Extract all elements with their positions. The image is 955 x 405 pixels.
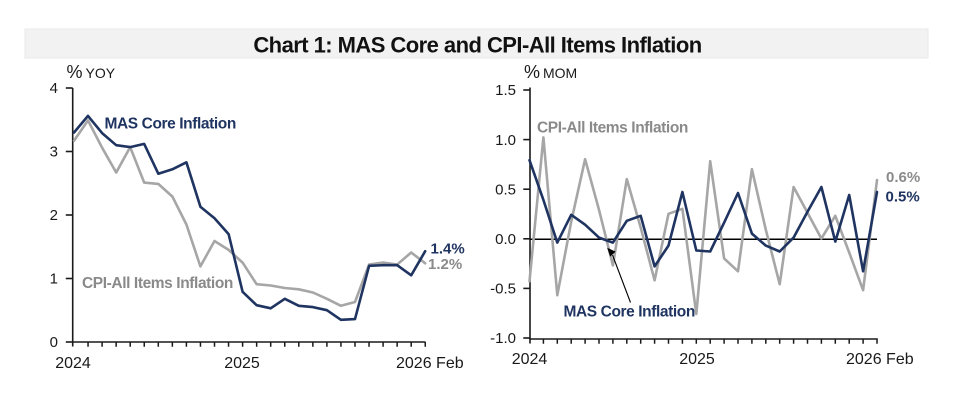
svg-text:2026 Feb: 2026 Feb [396, 355, 464, 372]
svg-text:0.6%: 0.6% [886, 169, 920, 186]
svg-text:MAS Core Inflation: MAS Core Inflation [105, 116, 236, 133]
svg-text:2024: 2024 [512, 351, 548, 368]
svg-text:1.2%: 1.2% [428, 256, 462, 273]
svg-text:2026 Feb: 2026 Feb [846, 351, 914, 368]
svg-text:2: 2 [50, 207, 58, 224]
svg-text:CPI-All Items Inflation: CPI-All Items Inflation [82, 275, 233, 292]
svg-text:YOY: YOY [86, 65, 116, 81]
svg-text:1.4%: 1.4% [431, 241, 465, 258]
svg-text:4: 4 [50, 80, 58, 97]
svg-text:2025: 2025 [224, 355, 260, 372]
svg-text:0.5%: 0.5% [886, 189, 920, 206]
svg-text:0.5: 0.5 [495, 181, 516, 198]
svg-text:2025: 2025 [679, 351, 715, 368]
svg-text:1: 1 [50, 271, 58, 288]
svg-text:1.0: 1.0 [495, 132, 516, 149]
svg-text:3: 3 [50, 144, 58, 161]
svg-text:-0.5: -0.5 [490, 281, 516, 298]
svg-text:MOM: MOM [543, 65, 577, 81]
svg-text:MAS Core Inflation: MAS Core Inflation [564, 303, 695, 320]
svg-text:2024: 2024 [55, 355, 91, 372]
svg-text:1.5: 1.5 [495, 82, 516, 99]
svg-text:CPI-All Items Inflation: CPI-All Items Inflation [537, 120, 688, 137]
svg-text:Chart 1: MAS Core and CPI-All: Chart 1: MAS Core and CPI-All Items Infl… [253, 33, 701, 58]
svg-text:0: 0 [50, 334, 58, 351]
svg-text:0.0: 0.0 [495, 231, 516, 248]
svg-text:%: % [67, 62, 83, 82]
svg-text:%: % [524, 62, 540, 82]
svg-text:-1.0: -1.0 [490, 330, 516, 347]
